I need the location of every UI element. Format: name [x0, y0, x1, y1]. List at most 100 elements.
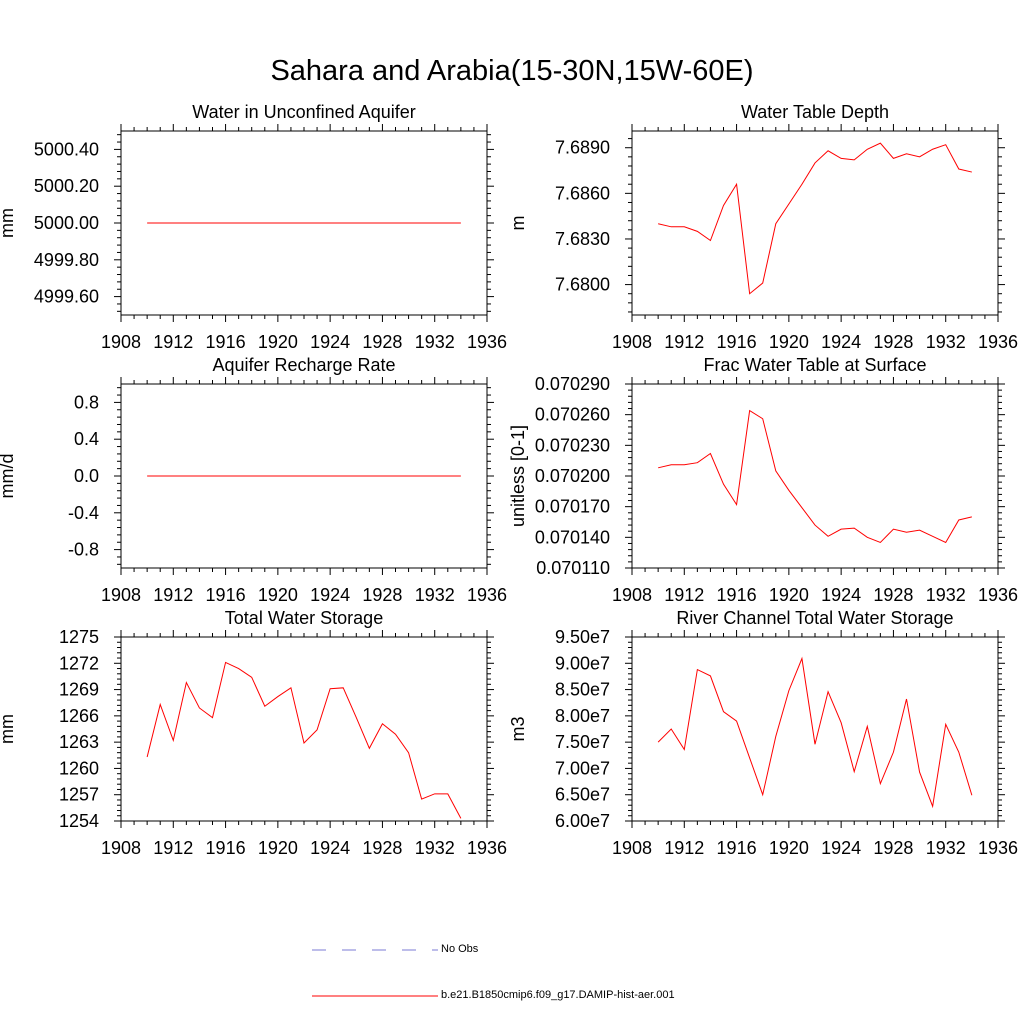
y-tick-label: 0.070110 — [536, 558, 610, 578]
y-tick-label: 1275 — [59, 627, 99, 647]
y-tick-label: 0.4 — [74, 429, 99, 449]
legend-model: b.e21.B1850cmip6.f09_g17.DAMIP-hist-aer.… — [310, 989, 910, 1003]
y-tick-label: 1266 — [59, 706, 99, 726]
panel-total-water-storage: Total Water Storage mm 1908 1912 1916 1920 192… — [0, 608, 507, 858]
x-tick-label: 1932 — [926, 838, 966, 858]
series-line — [658, 142, 972, 295]
x-tick-label: 1924 — [821, 332, 861, 352]
x-tick-label: 1916 — [717, 838, 757, 858]
x-tick-label: 1932 — [415, 838, 455, 858]
y-tick-label: 6.50e7 — [555, 785, 610, 805]
x-tick-label: 1912 — [153, 585, 193, 605]
y-tick-label: 0.070260 — [535, 405, 610, 425]
x-tick-label: 1920 — [769, 332, 809, 352]
panel-river-channel-total-water-storage: River Channel Total Water Storage m3 1908 1… — [508, 608, 1018, 858]
y-tick-label: 0.070140 — [535, 527, 610, 547]
y-tick-label: 7.6830 — [555, 229, 610, 249]
x-tick-label: 1916 — [206, 838, 246, 858]
y-tick-label: -0.4 — [68, 503, 99, 523]
x-tick-label: 1924 — [310, 838, 350, 858]
figure-title: Sahara and Arabia(15-30N,15W-60E) — [270, 55, 754, 87]
x-tick-label: 1936 — [978, 585, 1018, 605]
y-axis-label: m — [508, 216, 528, 231]
x-tick-label: 1916 — [206, 585, 246, 605]
y-tick-label: 4999.60 — [34, 287, 99, 307]
panel-frac-water-table-at-surface: Frac Water Table at Surface unitless [0-1… — [508, 355, 1018, 605]
x-tick-label: 1912 — [664, 838, 704, 858]
panel-title: Frac Water Table at Surface — [703, 355, 926, 375]
y-tick-label: 1260 — [59, 758, 99, 778]
panel-water-in-unconfined-aquifer: Water in Unconfined Aquifer mm 1908 1912 191… — [0, 102, 507, 352]
legend-obs: No Obs — [310, 943, 910, 957]
y-tick-label: 1272 — [59, 653, 99, 673]
x-tick-label: 1936 — [467, 332, 507, 352]
series-line — [657, 656, 973, 809]
y-tick-label: 5000.40 — [34, 139, 99, 159]
legend-obs-swatch — [312, 949, 438, 951]
y-tick-label: 0.070230 — [535, 435, 610, 455]
y-tick-label: 6.00e7 — [555, 811, 610, 831]
x-tick-label: 1928 — [873, 585, 913, 605]
panel-aquifer-recharge-rate: Aquifer Recharge Rate mm/d 1908 1912 1916 192… — [0, 355, 507, 605]
y-axis-label: m3 — [508, 716, 528, 741]
panel-title: River Channel Total Water Storage — [676, 608, 953, 628]
plot-frame — [631, 636, 999, 822]
legend-obs-label: No Obs — [441, 943, 479, 955]
panel-title: Total Water Storage — [225, 608, 383, 628]
y-tick-label: 7.6860 — [555, 183, 610, 203]
x-tick-label: 1924 — [821, 585, 861, 605]
x-tick-label: 1936 — [467, 838, 507, 858]
y-tick-label: 7.6800 — [555, 275, 610, 295]
x-tick-label: 1916 — [206, 332, 246, 352]
y-tick-label: 0.070290 — [535, 374, 610, 394]
x-tick-label: 1912 — [664, 585, 704, 605]
x-tick-label: 1920 — [258, 332, 298, 352]
x-tick-label: 1920 — [258, 838, 298, 858]
x-tick-label: 1908 — [612, 838, 652, 858]
x-tick-label: 1924 — [310, 332, 350, 352]
plot-frame — [631, 130, 999, 316]
panel-title: Aquifer Recharge Rate — [212, 355, 395, 375]
x-tick-label: 1928 — [362, 838, 402, 858]
x-tick-label: 1908 — [612, 332, 652, 352]
chart-panels: Water in Unconfined Aquifer mm 1908 1912 191… — [0, 102, 1018, 858]
x-tick-label: 1908 — [101, 332, 141, 352]
x-tick-label: 1924 — [310, 585, 350, 605]
x-tick-label: 1928 — [873, 332, 913, 352]
x-tick-label: 1920 — [769, 838, 809, 858]
y-axis-label: mm — [0, 714, 17, 744]
x-tick-label: 1936 — [978, 332, 1018, 352]
series-line — [146, 661, 462, 819]
y-tick-label: 7.50e7 — [555, 732, 610, 752]
x-tick-label: 1912 — [153, 332, 193, 352]
x-tick-label: 1916 — [717, 585, 757, 605]
y-tick-label: 0.070200 — [535, 466, 610, 486]
x-tick-label: 1932 — [926, 585, 966, 605]
x-tick-label: 1912 — [664, 332, 704, 352]
x-tick-label: 1928 — [362, 585, 402, 605]
panel-title: Water Table Depth — [741, 102, 889, 122]
y-tick-label: 8.50e7 — [555, 680, 610, 700]
x-tick-label: 1932 — [926, 332, 966, 352]
y-tick-label: 0.8 — [74, 392, 99, 412]
x-tick-label: 1928 — [362, 332, 402, 352]
y-tick-label: 0.070170 — [535, 497, 610, 517]
x-tick-label: 1936 — [467, 585, 507, 605]
panel-water-table-depth: Water Table Depth m 1908 1912 1916 1920 1924 19… — [508, 102, 1018, 352]
panel-title: Water in Unconfined Aquifer — [192, 102, 415, 122]
y-tick-label: 8.00e7 — [555, 706, 610, 726]
x-tick-label: 1928 — [873, 838, 913, 858]
y-tick-label: 1254 — [59, 811, 99, 831]
x-tick-label: 1908 — [101, 838, 141, 858]
y-tick-label: 9.00e7 — [555, 653, 610, 673]
legend-model-label: b.e21.B1850cmip6.f09_g17.DAMIP-hist-aer.… — [441, 989, 675, 1001]
y-axis-label: unitless [0-1] — [508, 425, 528, 527]
y-tick-label: 0.0 — [74, 466, 99, 486]
legend-model-swatch — [312, 995, 438, 997]
y-tick-label: 9.50e7 — [555, 627, 610, 647]
y-tick-label: 5000.00 — [34, 213, 99, 233]
x-tick-label: 1936 — [978, 838, 1018, 858]
x-tick-label: 1920 — [769, 585, 809, 605]
x-tick-label: 1916 — [717, 332, 757, 352]
y-tick-label: 7.6890 — [555, 138, 610, 158]
